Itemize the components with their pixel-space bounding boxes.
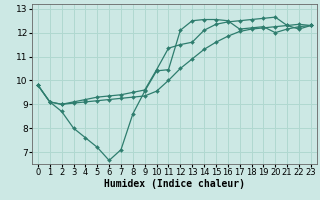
X-axis label: Humidex (Indice chaleur): Humidex (Indice chaleur) [104,179,245,189]
